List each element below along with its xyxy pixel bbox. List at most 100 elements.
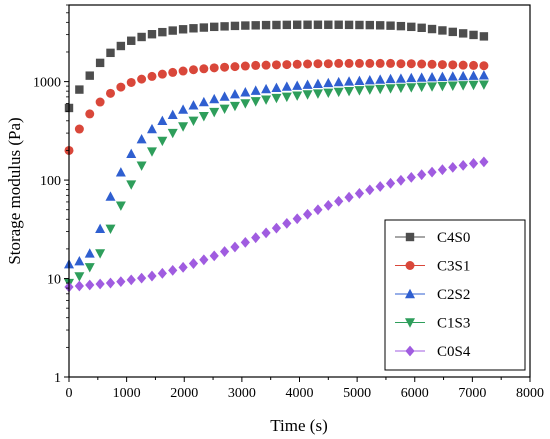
marker-c3s1 bbox=[116, 82, 126, 92]
marker-c3s1 bbox=[95, 97, 105, 107]
marker-c0s4 bbox=[137, 272, 147, 284]
marker-c4s0 bbox=[210, 22, 219, 32]
marker-c1s3 bbox=[292, 91, 303, 101]
marker-c3s1 bbox=[427, 59, 437, 69]
marker-c1s3 bbox=[105, 224, 116, 235]
marker-c1s3 bbox=[468, 80, 479, 91]
marker-c1s3 bbox=[188, 116, 199, 126]
marker-c1s3 bbox=[136, 161, 147, 171]
marker-c1s3 bbox=[333, 87, 344, 98]
marker-c3s1 bbox=[303, 59, 313, 69]
marker-c0s4 bbox=[417, 169, 427, 181]
marker-c0s4 bbox=[354, 188, 365, 199]
marker-c3s1 bbox=[74, 124, 84, 134]
y-tick-label: 1000 bbox=[33, 76, 61, 91]
marker-c3s1 bbox=[230, 62, 240, 72]
marker-c0s4 bbox=[406, 171, 416, 183]
marker-c4s0 bbox=[407, 22, 416, 32]
marker-c3s1 bbox=[417, 59, 427, 69]
marker-c4s0 bbox=[168, 26, 177, 35]
marker-c0s4 bbox=[302, 208, 313, 220]
legend-marker-c4s0 bbox=[405, 232, 415, 242]
marker-c2s2 bbox=[115, 167, 126, 177]
marker-c2s2 bbox=[198, 96, 209, 107]
marker-c0s4 bbox=[85, 279, 95, 291]
marker-c3s1 bbox=[137, 74, 147, 84]
marker-c1s3 bbox=[312, 89, 323, 99]
marker-c0s4 bbox=[458, 159, 468, 171]
marker-c3s1 bbox=[261, 60, 271, 70]
marker-c2s2 bbox=[323, 77, 334, 88]
marker-c1s3 bbox=[437, 81, 448, 92]
marker-c1s3 bbox=[178, 122, 189, 132]
marker-c3s1 bbox=[240, 61, 250, 71]
legend-label: C2S2 bbox=[437, 287, 470, 303]
x-tick-label: 1000 bbox=[113, 386, 141, 401]
marker-c4s0 bbox=[458, 29, 468, 38]
marker-c1s3 bbox=[115, 201, 126, 211]
marker-c3s1 bbox=[365, 58, 375, 68]
x-tick-label: 4000 bbox=[286, 386, 314, 401]
marker-c1s3 bbox=[126, 180, 137, 190]
marker-c3s1 bbox=[323, 59, 333, 69]
legend-marker-c2s2 bbox=[405, 288, 415, 299]
marker-c4s0 bbox=[241, 21, 250, 30]
marker-c1s3 bbox=[427, 82, 438, 92]
marker-c4s0 bbox=[116, 41, 126, 51]
marker-c0s4 bbox=[344, 191, 354, 203]
marker-c2s2 bbox=[437, 71, 448, 81]
marker-c4s0 bbox=[85, 71, 94, 80]
marker-c0s4 bbox=[168, 264, 178, 276]
marker-c2s2 bbox=[427, 71, 438, 82]
marker-c2s2 bbox=[447, 71, 458, 81]
marker-c0s4 bbox=[396, 174, 406, 186]
marker-c0s4 bbox=[105, 277, 116, 289]
marker-c4s0 bbox=[75, 85, 84, 94]
marker-c1s3 bbox=[406, 83, 417, 93]
marker-c3s1 bbox=[469, 60, 479, 70]
marker-c1s3 bbox=[344, 86, 355, 97]
marker-c4s0 bbox=[95, 58, 105, 68]
x-axis-title: Time (s) bbox=[270, 416, 327, 435]
y-axis-title: Storage modulus (Pa) bbox=[5, 117, 24, 264]
marker-c2s2 bbox=[395, 73, 406, 83]
marker-c4s0 bbox=[386, 21, 395, 30]
marker-c0s4 bbox=[147, 270, 157, 282]
legend-label: C4S0 bbox=[437, 230, 470, 246]
marker-c3s1 bbox=[126, 77, 136, 87]
marker-c1s3 bbox=[157, 136, 168, 147]
marker-c1s3 bbox=[458, 81, 469, 91]
marker-c3s1 bbox=[157, 69, 167, 79]
marker-c2s2 bbox=[136, 134, 147, 144]
marker-c4s0 bbox=[251, 21, 260, 30]
y-tick-label: 100 bbox=[40, 174, 61, 189]
marker-c4s0 bbox=[127, 36, 136, 45]
marker-c4s0 bbox=[334, 20, 343, 29]
marker-c0s4 bbox=[448, 162, 458, 173]
marker-c1s3 bbox=[95, 249, 106, 259]
x-tick-label: 0 bbox=[66, 386, 73, 401]
marker-c2s2 bbox=[302, 79, 313, 89]
marker-c2s2 bbox=[146, 123, 157, 134]
marker-c2s2 bbox=[416, 72, 427, 82]
marker-c3s1 bbox=[85, 109, 95, 119]
marker-c1s3 bbox=[261, 95, 272, 105]
marker-c2s2 bbox=[292, 80, 303, 90]
marker-c2s2 bbox=[344, 76, 355, 86]
marker-c3s1 bbox=[209, 63, 219, 73]
marker-c0s4 bbox=[323, 200, 333, 211]
marker-c4s0 bbox=[365, 20, 375, 30]
marker-c3s1 bbox=[220, 62, 230, 72]
marker-c2s2 bbox=[250, 85, 261, 95]
marker-c3s1 bbox=[344, 58, 354, 68]
marker-c0s4 bbox=[126, 274, 136, 286]
x-tick-label: 5000 bbox=[343, 386, 371, 401]
marker-c1s3 bbox=[354, 86, 365, 96]
marker-c4s0 bbox=[292, 20, 302, 29]
marker-c2s2 bbox=[126, 148, 137, 158]
marker-c4s0 bbox=[438, 26, 447, 35]
marker-c2s2 bbox=[84, 248, 95, 258]
marker-c4s0 bbox=[106, 48, 115, 58]
marker-c0s4 bbox=[240, 236, 250, 248]
marker-c0s4 bbox=[385, 177, 396, 189]
